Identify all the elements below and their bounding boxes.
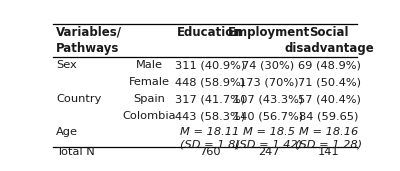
Text: M = 18.5: M = 18.5	[242, 127, 294, 136]
Text: 173 (70%): 173 (70%)	[239, 77, 298, 87]
Text: Female: Female	[129, 77, 170, 87]
Text: Male: Male	[136, 60, 163, 70]
Text: Sex: Sex	[56, 60, 77, 70]
Text: Employment: Employment	[228, 26, 310, 39]
Text: 84 (59.65): 84 (59.65)	[299, 111, 359, 121]
Text: Age: Age	[56, 127, 78, 136]
Text: (SD = 1.8): (SD = 1.8)	[180, 140, 240, 150]
Text: Variables/
Pathways: Variables/ Pathways	[56, 26, 122, 55]
Text: 311 (40.9%): 311 (40.9%)	[174, 60, 245, 70]
Text: Education: Education	[177, 26, 242, 39]
Text: (SD = 1.28): (SD = 1.28)	[296, 140, 362, 150]
Text: 317 (41.7%): 317 (41.7%)	[174, 94, 245, 104]
Text: 107 (43.3%): 107 (43.3%)	[234, 94, 304, 104]
Text: 448 (58.9%): 448 (58.9%)	[174, 77, 245, 87]
Text: 443 (58.3%): 443 (58.3%)	[174, 111, 245, 121]
Text: Colombia: Colombia	[122, 111, 176, 121]
Text: 760: 760	[199, 147, 220, 157]
Text: Country: Country	[56, 94, 102, 104]
Text: M = 18.16: M = 18.16	[299, 127, 359, 136]
Text: Spain: Spain	[133, 94, 165, 104]
Text: 71 (50.4%): 71 (50.4%)	[298, 77, 360, 87]
Text: (SD = 1.42): (SD = 1.42)	[235, 140, 302, 150]
Text: 247: 247	[258, 147, 279, 157]
Text: Social
disadvantage: Social disadvantage	[284, 26, 374, 55]
Text: 140 (56.7%): 140 (56.7%)	[234, 111, 304, 121]
Text: 141: 141	[318, 147, 340, 157]
Text: 69 (48.9%): 69 (48.9%)	[298, 60, 360, 70]
Text: Total N: Total N	[56, 147, 95, 157]
Text: M = 18.11: M = 18.11	[180, 127, 239, 136]
Text: 74 (30%): 74 (30%)	[242, 60, 295, 70]
Text: 57 (40.4%): 57 (40.4%)	[298, 94, 360, 104]
